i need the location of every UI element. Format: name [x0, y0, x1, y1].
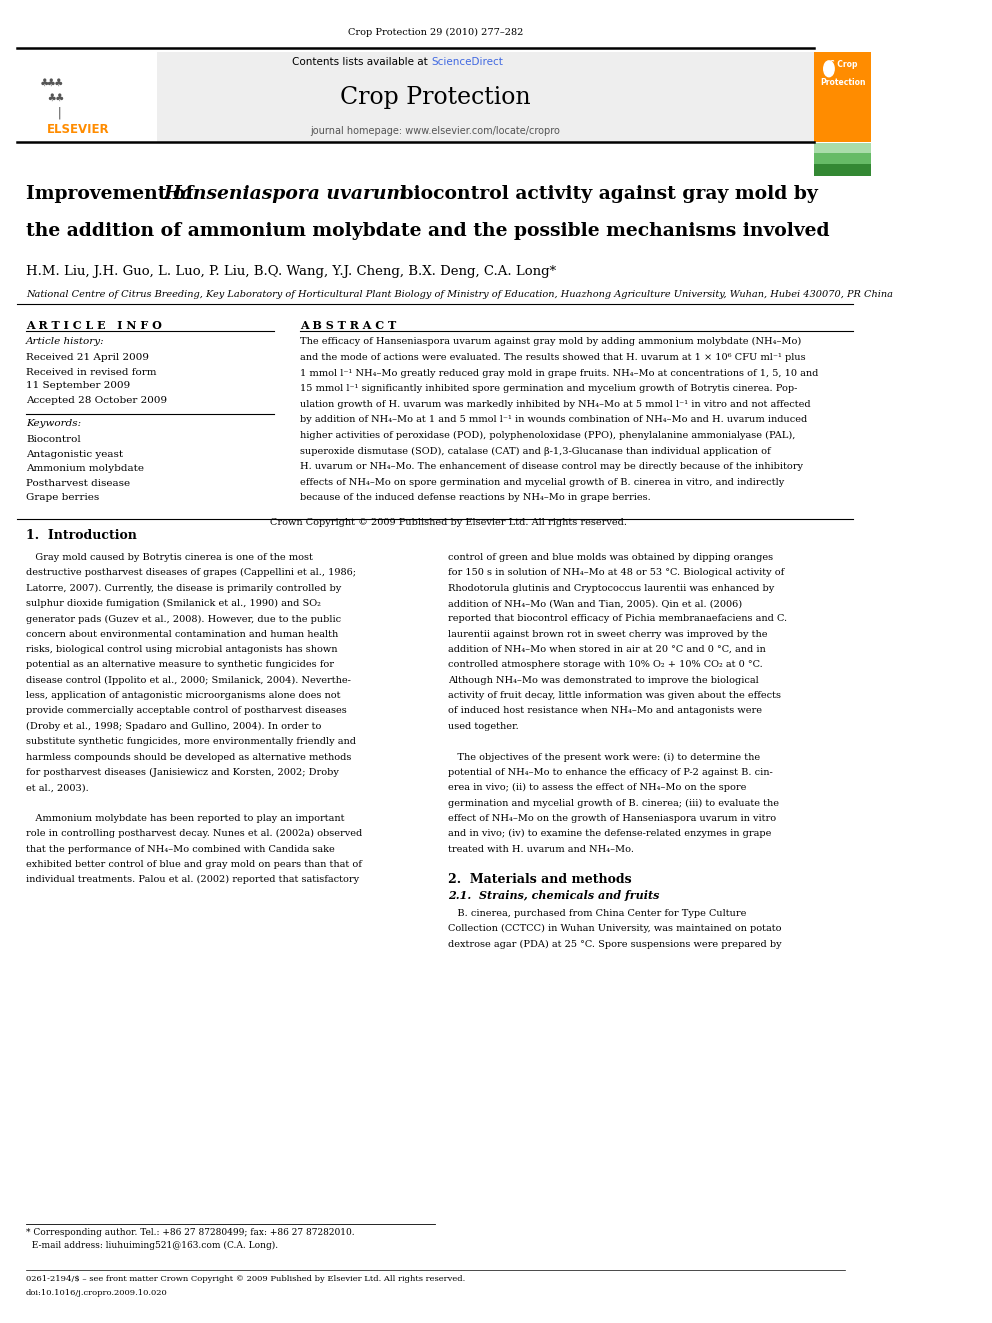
Bar: [814, 164, 871, 176]
Text: for 150 s in solution of NH₄–Mo at 48 or 53 °C. Biological activity of: for 150 s in solution of NH₄–Mo at 48 or…: [448, 569, 785, 577]
Text: ♣♣♣
 ♣♣
  |: ♣♣♣ ♣♣ |: [41, 77, 63, 120]
Text: Although NH₄–Mo was demonstrated to improve the biological: Although NH₄–Mo was demonstrated to impr…: [448, 676, 759, 685]
Text: because of the induced defense reactions by NH₄–Mo in grape berries.: because of the induced defense reactions…: [301, 493, 651, 503]
Text: Ammonium molybdate: Ammonium molybdate: [26, 464, 144, 474]
Text: biocontrol activity against gray mold by: biocontrol activity against gray mold by: [394, 185, 817, 204]
Text: dextrose agar (PDA) at 25 °C. Spore suspensions were prepared by: dextrose agar (PDA) at 25 °C. Spore susp…: [448, 939, 782, 949]
Text: less, application of antagonistic microorganisms alone does not: less, application of antagonistic microo…: [26, 691, 340, 700]
Text: Gray mold caused by Botrytis cinerea is one of the most: Gray mold caused by Botrytis cinerea is …: [26, 553, 313, 562]
Text: Latorre, 2007). Currently, the disease is primarily controlled by: Latorre, 2007). Currently, the disease i…: [26, 583, 341, 593]
Text: by addition of NH₄–Mo at 1 and 5 mmol l⁻¹ in wounds combination of NH₄–Mo and H.: by addition of NH₄–Mo at 1 and 5 mmol l⁻…: [301, 415, 807, 425]
Text: risks, biological control using microbial antagonists has shown: risks, biological control using microbia…: [26, 646, 337, 654]
Text: destructive postharvest diseases of grapes (Cappellini et al., 1986;: destructive postharvest diseases of grap…: [26, 569, 356, 577]
Text: erea in vivo; (ii) to assess the effect of NH₄–Mo on the spore: erea in vivo; (ii) to assess the effect …: [448, 783, 747, 792]
Circle shape: [823, 61, 834, 77]
Text: Accepted 28 October 2009: Accepted 28 October 2009: [26, 396, 168, 405]
Text: ELSEVIER: ELSEVIER: [47, 123, 110, 136]
Text: Hanseniaspora uvarum: Hanseniaspora uvarum: [164, 185, 407, 204]
Text: (Droby et al., 1998; Spadaro and Gullino, 2004). In order to: (Droby et al., 1998; Spadaro and Gullino…: [26, 722, 321, 730]
Text: Antagonistic yeast: Antagonistic yeast: [26, 450, 123, 459]
Text: H.M. Liu, J.H. Guo, L. Luo, P. Liu, B.Q. Wang, Y.J. Cheng, B.X. Deng, C.A. Long*: H.M. Liu, J.H. Guo, L. Luo, P. Liu, B.Q.…: [26, 265, 557, 278]
Bar: [814, 52, 871, 142]
Text: laurentii against brown rot in sweet cherry was improved by the: laurentii against brown rot in sweet che…: [448, 630, 768, 639]
Text: exhibited better control of blue and gray mold on pears than that of: exhibited better control of blue and gra…: [26, 860, 362, 869]
Text: addition of NH₄–Mo (Wan and Tian, 2005). Qin et al. (2006): addition of NH₄–Mo (Wan and Tian, 2005).…: [448, 599, 743, 609]
Text: E-mail address: liuhuiming521@163.com (C.A. Long).: E-mail address: liuhuiming521@163.com (C…: [26, 1241, 278, 1250]
Text: of induced host resistance when NH₄–Mo and antagonists were: of induced host resistance when NH₄–Mo a…: [448, 706, 763, 716]
Text: Rhodotorula glutinis and Cryptococcus laurentii was enhanced by: Rhodotorula glutinis and Cryptococcus la…: [448, 583, 775, 593]
Text: 15 mmol l⁻¹ significantly inhibited spore germination and mycelium growth of Bot: 15 mmol l⁻¹ significantly inhibited spor…: [301, 384, 798, 393]
Text: effects of NH₄–Mo on spore germination and mycelial growth of B. cinerea in vitr: effects of NH₄–Mo on spore germination a…: [301, 478, 785, 487]
Bar: [18, 52, 814, 142]
Text: C Crop: C Crop: [828, 61, 857, 69]
Bar: [814, 153, 871, 165]
Text: and the mode of actions were evaluated. The results showed that H. uvarum at 1 ×: and the mode of actions were evaluated. …: [301, 353, 806, 363]
Text: disease control (Ippolito et al., 2000; Smilanick, 2004). Neverthe-: disease control (Ippolito et al., 2000; …: [26, 676, 351, 685]
Text: 1 mmol l⁻¹ NH₄–Mo greatly reduced gray mold in grape fruits. NH₄–Mo at concentra: 1 mmol l⁻¹ NH₄–Mo greatly reduced gray m…: [301, 369, 818, 377]
Text: addition of NH₄–Mo when stored in air at 20 °C and 0 °C, and in: addition of NH₄–Mo when stored in air at…: [448, 646, 766, 654]
Text: and in vivo; (iv) to examine the defense-related enzymes in grape: and in vivo; (iv) to examine the defense…: [448, 830, 772, 839]
Text: 0261-2194/$ – see front matter Crown Copyright © 2009 Published by Elsevier Ltd.: 0261-2194/$ – see front matter Crown Cop…: [26, 1275, 465, 1283]
Text: 11 September 2009: 11 September 2009: [26, 381, 130, 390]
Text: National Centre of Citrus Breeding, Key Laboratory of Horticultural Plant Biolog: National Centre of Citrus Breeding, Key …: [26, 290, 893, 299]
Text: ScienceDirect: ScienceDirect: [431, 57, 503, 67]
Text: individual treatments. Palou et al. (2002) reported that satisfactory: individual treatments. Palou et al. (200…: [26, 876, 359, 884]
Text: * Corresponding author. Tel.: +86 27 87280499; fax: +86 27 87282010.: * Corresponding author. Tel.: +86 27 872…: [26, 1228, 355, 1237]
Text: activity of fruit decay, little information was given about the effects: activity of fruit decay, little informat…: [448, 691, 782, 700]
Text: higher activities of peroxidase (POD), polyphenoloxidase (PPO), phenylalanine am: higher activities of peroxidase (POD), p…: [301, 431, 796, 441]
Text: et al., 2003).: et al., 2003).: [26, 783, 89, 792]
Text: B. cinerea, purchased from China Center for Type Culture: B. cinerea, purchased from China Center …: [448, 909, 747, 918]
Text: doi:10.1016/j.cropro.2009.10.020: doi:10.1016/j.cropro.2009.10.020: [26, 1289, 168, 1297]
Text: A R T I C L E   I N F O: A R T I C L E I N F O: [26, 320, 162, 331]
Text: provide commercially acceptable control of postharvest diseases: provide commercially acceptable control …: [26, 706, 347, 716]
Text: Crown Copyright © 2009 Published by Elsevier Ltd. All rights reserved.: Crown Copyright © 2009 Published by Else…: [270, 519, 627, 528]
Text: Contents lists available at: Contents lists available at: [292, 57, 431, 67]
Text: for postharvest diseases (Janisiewicz and Korsten, 2002; Droby: for postharvest diseases (Janisiewicz an…: [26, 767, 339, 777]
Text: treated with H. uvarum and NH₄–Mo.: treated with H. uvarum and NH₄–Mo.: [448, 844, 635, 853]
Text: Received in revised form: Received in revised form: [26, 368, 157, 377]
Text: Biocontrol: Biocontrol: [26, 435, 81, 445]
Text: Crop Protection: Crop Protection: [340, 86, 531, 110]
Text: superoxide dismutase (SOD), catalase (CAT) and β-1,3-Glucanase than individual a: superoxide dismutase (SOD), catalase (CA…: [301, 447, 771, 455]
Text: control of green and blue molds was obtained by dipping oranges: control of green and blue molds was obta…: [448, 553, 774, 562]
Text: used together.: used together.: [448, 722, 519, 730]
Text: potential of NH₄–Mo to enhance the efficacy of P-2 against B. cin-: potential of NH₄–Mo to enhance the effic…: [448, 767, 773, 777]
Text: Article history:: Article history:: [26, 337, 105, 347]
Text: Postharvest disease: Postharvest disease: [26, 479, 130, 488]
Text: Protection: Protection: [820, 78, 866, 86]
Text: The efficacy of Hanseniaspora uvarum against gray mold by adding ammonium molybd: The efficacy of Hanseniaspora uvarum aga…: [301, 337, 802, 347]
Text: 2.1.  Strains, chemicals and fruits: 2.1. Strains, chemicals and fruits: [448, 890, 660, 901]
Text: germination and mycelial growth of B. cinerea; (iii) to evaluate the: germination and mycelial growth of B. ci…: [448, 799, 780, 807]
Text: H. uvarum or NH₄–Mo. The enhancement of disease control may be directly because : H. uvarum or NH₄–Mo. The enhancement of …: [301, 462, 804, 471]
Text: controlled atmosphere storage with 10% O₂ + 10% CO₂ at 0 °C.: controlled atmosphere storage with 10% O…: [448, 660, 763, 669]
Text: 1.  Introduction: 1. Introduction: [26, 529, 137, 542]
Text: ulation growth of H. uvarum was markedly inhibited by NH₄–Mo at 5 mmol l⁻¹ in vi: ulation growth of H. uvarum was markedly…: [301, 400, 811, 409]
Text: A B S T R A C T: A B S T R A C T: [301, 320, 397, 331]
Text: The objectives of the present work were: (i) to determine the: The objectives of the present work were:…: [448, 753, 761, 762]
Text: substitute synthetic fungicides, more environmentally friendly and: substitute synthetic fungicides, more en…: [26, 737, 356, 746]
Text: effect of NH₄–Mo on the growth of Hanseniaspora uvarum in vitro: effect of NH₄–Mo on the growth of Hansen…: [448, 814, 777, 823]
Text: Improvement of: Improvement of: [26, 185, 200, 204]
Text: generator pads (Guzev et al., 2008). However, due to the public: generator pads (Guzev et al., 2008). How…: [26, 614, 341, 623]
Text: that the performance of NH₄–Mo combined with Candida sake: that the performance of NH₄–Mo combined …: [26, 844, 335, 853]
Text: sulphur dioxide fumigation (Smilanick et al., 1990) and SO₂: sulphur dioxide fumigation (Smilanick et…: [26, 599, 321, 609]
Text: Crop Protection 29 (2010) 277–282: Crop Protection 29 (2010) 277–282: [347, 28, 523, 37]
Text: Collection (CCTCC) in Wuhan University, was maintained on potato: Collection (CCTCC) in Wuhan University, …: [448, 925, 782, 933]
Text: Keywords:: Keywords:: [26, 419, 81, 429]
Text: journal homepage: www.elsevier.com/locate/cropro: journal homepage: www.elsevier.com/locat…: [310, 126, 560, 136]
Text: the addition of ammonium molybdate and the possible mechanisms involved: the addition of ammonium molybdate and t…: [26, 222, 829, 241]
Text: Received 21 April 2009: Received 21 April 2009: [26, 353, 149, 363]
Text: role in controlling postharvest decay. Nunes et al. (2002a) observed: role in controlling postharvest decay. N…: [26, 830, 362, 839]
Text: concern about environmental contamination and human health: concern about environmental contaminatio…: [26, 630, 338, 639]
Text: potential as an alternative measure to synthetic fungicides for: potential as an alternative measure to s…: [26, 660, 334, 669]
Text: Ammonium molybdate has been reported to play an important: Ammonium molybdate has been reported to …: [26, 814, 344, 823]
Text: 2.  Materials and methods: 2. Materials and methods: [448, 873, 632, 886]
Text: harmless compounds should be developed as alternative methods: harmless compounds should be developed a…: [26, 753, 351, 762]
Text: reported that biocontrol efficacy of Pichia membranaefaciens and C.: reported that biocontrol efficacy of Pic…: [448, 614, 788, 623]
Bar: [814, 143, 871, 155]
Text: Grape berries: Grape berries: [26, 493, 99, 503]
Bar: [18, 52, 157, 142]
